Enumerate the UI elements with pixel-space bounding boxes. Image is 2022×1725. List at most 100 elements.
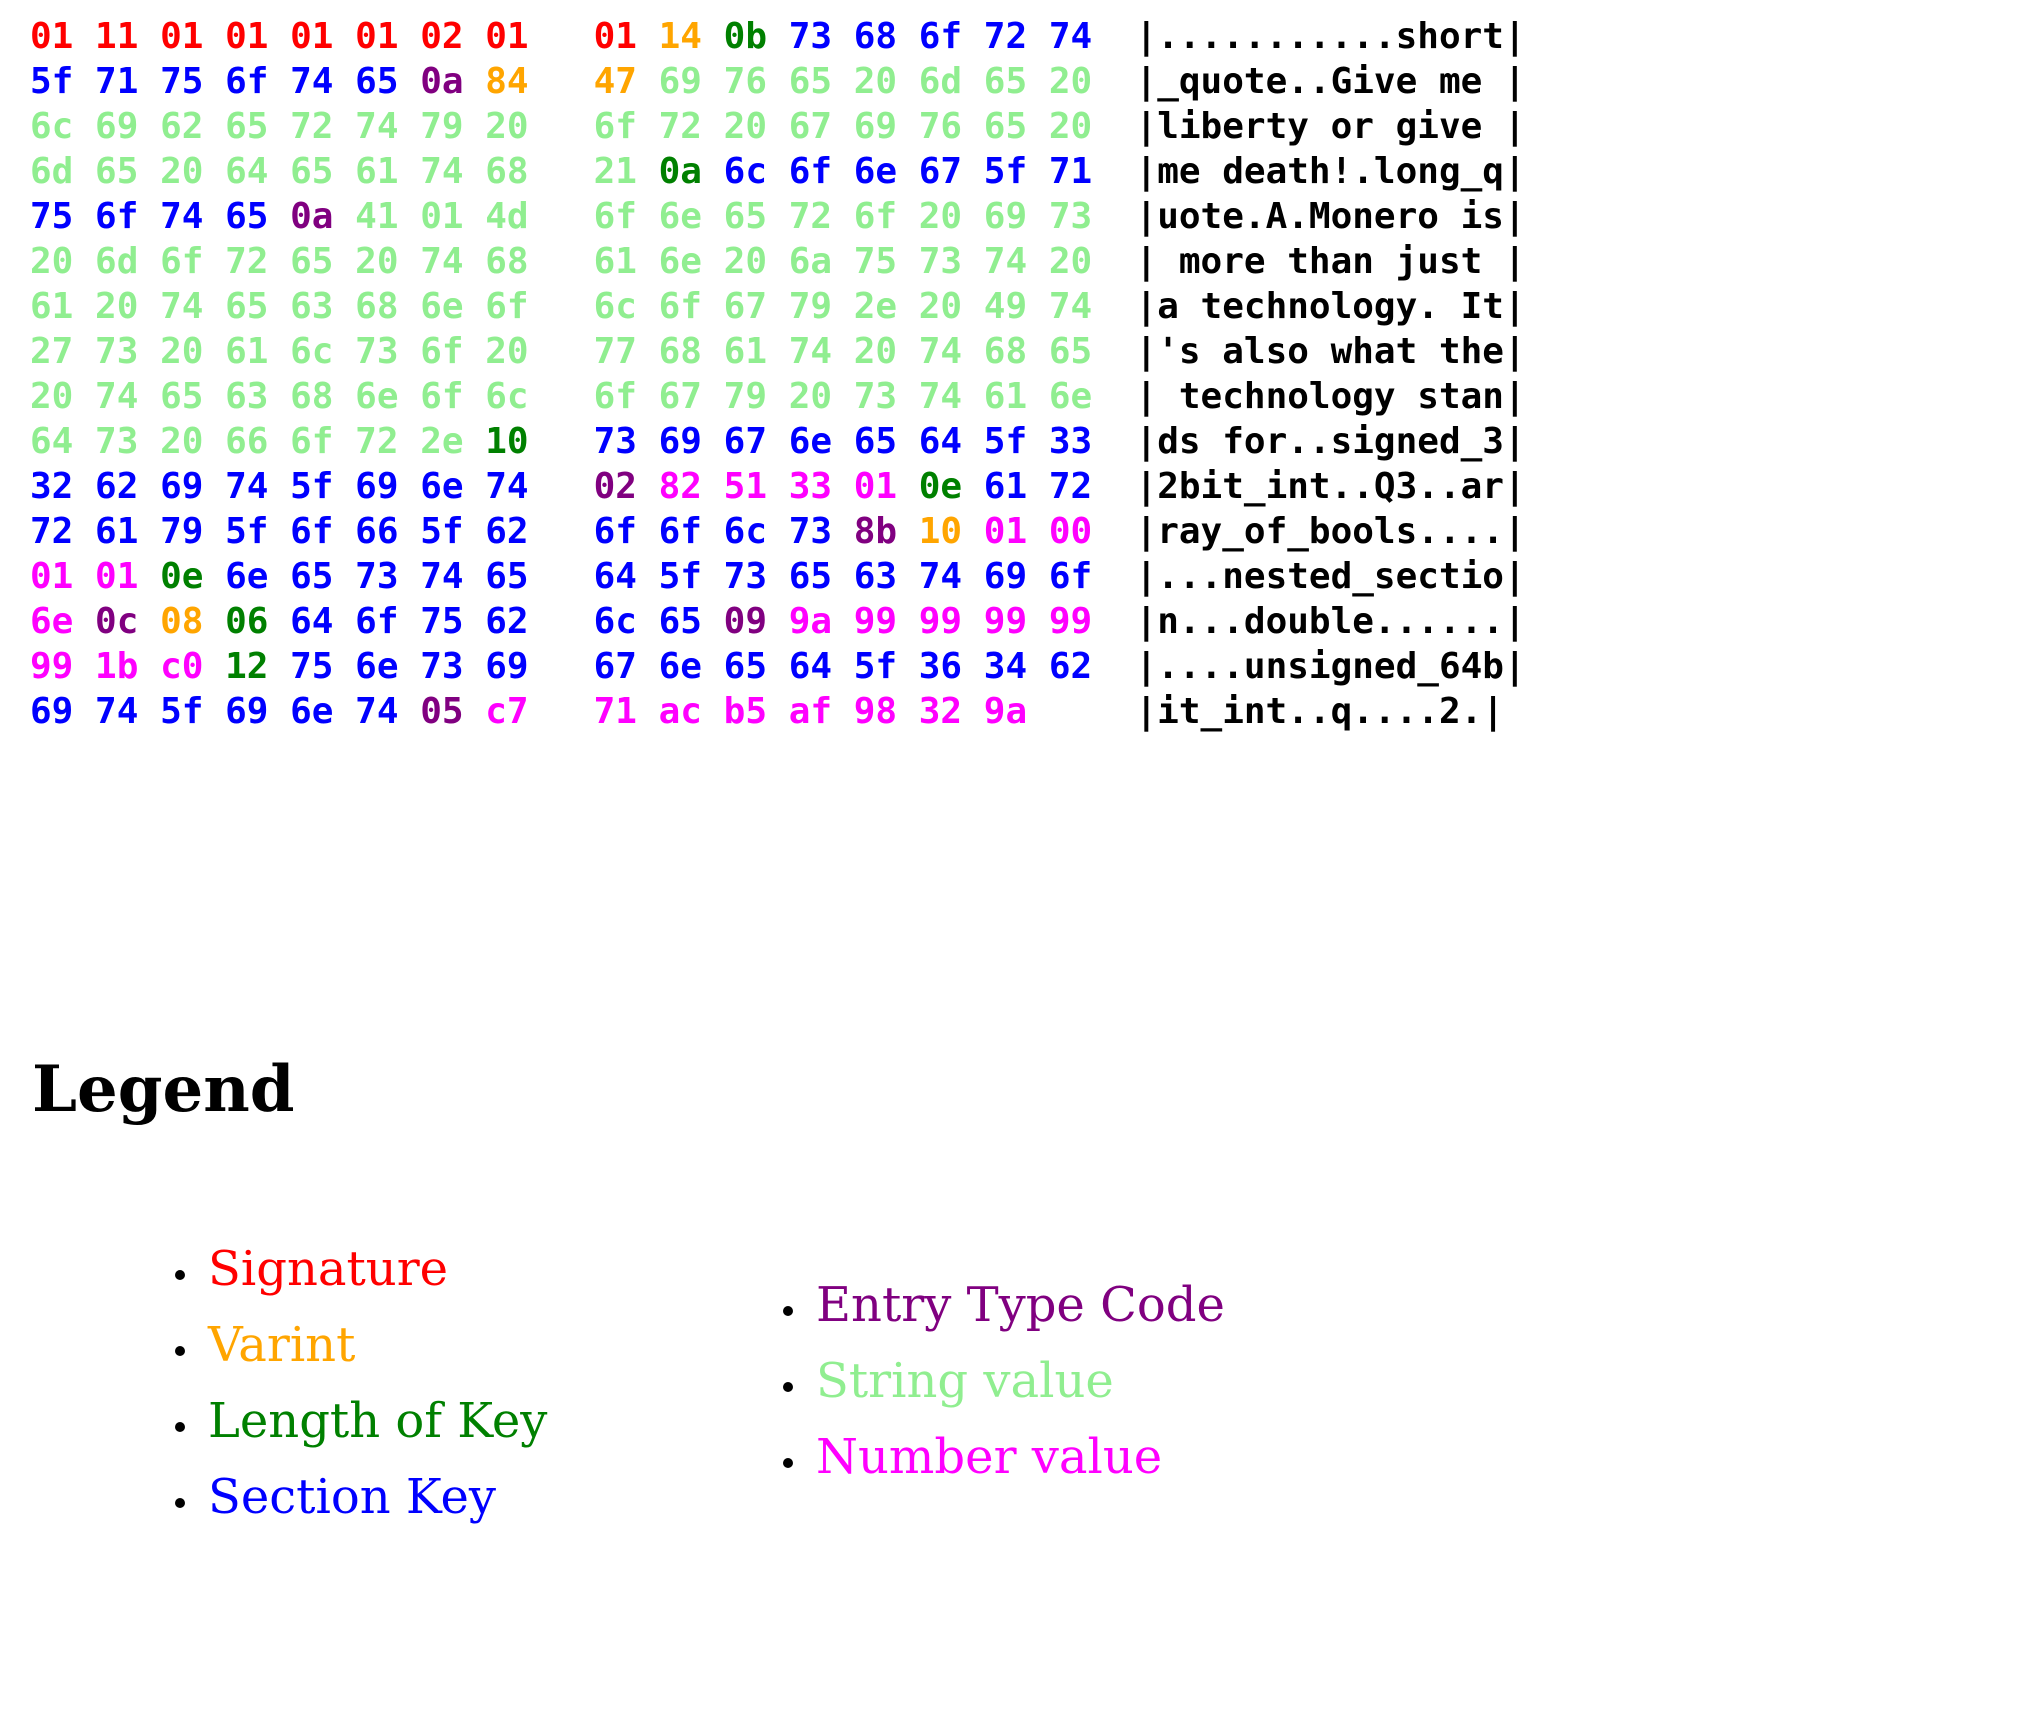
ascii-text: |a technology. It| xyxy=(1092,286,1526,327)
hex-byte: c7 xyxy=(485,691,594,732)
hex-byte: 74 xyxy=(225,466,291,507)
hex-byte: 74 xyxy=(355,106,421,147)
hex-byte: 61 xyxy=(30,286,96,327)
legend-item-length-of-key: Length of Key xyxy=(202,1383,764,1459)
hex-byte: 20 xyxy=(160,331,226,372)
hex-byte: 65 xyxy=(95,151,161,192)
hex-byte: 67 xyxy=(918,151,984,192)
hex-byte: 75 xyxy=(853,241,919,282)
hex-byte: 72 xyxy=(658,106,724,147)
ascii-text: | technology stan| xyxy=(1092,376,1526,417)
hex-byte: 74 xyxy=(420,151,486,192)
hex-byte: 5f xyxy=(983,421,1049,462)
ascii-text: |...........short| xyxy=(1092,16,1526,57)
hex-byte: 71 xyxy=(593,691,659,732)
hex-byte: 5f xyxy=(290,466,356,507)
hex-byte: 01 xyxy=(30,556,96,597)
hex-byte: 32 xyxy=(30,466,96,507)
hex-byte: 6e xyxy=(853,151,919,192)
hex-byte: af xyxy=(788,691,854,732)
hex-byte: 20 xyxy=(853,61,919,102)
hex-byte: 99 xyxy=(853,601,919,642)
hex-byte: 0e xyxy=(918,466,984,507)
hex-byte: 6e xyxy=(658,646,724,687)
hex-byte: 76 xyxy=(918,106,984,147)
hex-byte: 01 xyxy=(420,196,486,237)
hex-byte: 74 xyxy=(918,376,984,417)
hex-byte: 20 xyxy=(160,421,226,462)
hex-row: 32 62 69 74 5f 69 6e 74 02 82 51 33 01 0… xyxy=(30,464,2022,509)
hex-byte: 61 xyxy=(355,151,421,192)
hex-byte: 68 xyxy=(485,151,594,192)
hex-byte: 69 xyxy=(983,556,1049,597)
hex-byte: 61 xyxy=(983,376,1049,417)
hex-byte: 65 xyxy=(788,61,854,102)
hex-byte: 5f xyxy=(983,151,1049,192)
legend-column-right: Entry Type CodeString valueNumber value xyxy=(766,1267,1225,1535)
hex-byte: 36 xyxy=(918,646,984,687)
hex-byte: 20 xyxy=(355,241,421,282)
hex-byte: 20 xyxy=(1048,106,1093,147)
hex-byte: 20 xyxy=(1048,241,1093,282)
legend-item-entry-type-code: Entry Type Code xyxy=(810,1267,1225,1343)
hex-byte: 69 xyxy=(30,691,96,732)
ascii-text: |2bit_int..Q3..ar| xyxy=(1092,466,1526,507)
hex-dump: 01 11 01 01 01 01 02 01 01 14 0b 73 68 6… xyxy=(0,0,2022,734)
hex-byte: 01 xyxy=(160,16,226,57)
hex-byte: ac xyxy=(658,691,724,732)
hex-byte: 73 xyxy=(788,16,854,57)
hex-byte: c0 xyxy=(160,646,226,687)
hex-byte: 6c xyxy=(485,376,594,417)
hex-byte: 65 xyxy=(983,61,1049,102)
hex-byte: 99 xyxy=(30,646,96,687)
hex-byte: 6f xyxy=(485,286,594,327)
hex-byte: 6e xyxy=(658,241,724,282)
hex-byte: 65 xyxy=(225,286,291,327)
hex-byte: 74 xyxy=(788,331,854,372)
hex-byte: 79 xyxy=(723,376,789,417)
hex-byte: 05 xyxy=(420,691,486,732)
hex-byte: 65 xyxy=(485,556,594,597)
hex-byte: 65 xyxy=(1048,331,1093,372)
hex-byte: 10 xyxy=(485,421,594,462)
hex-byte: 72 xyxy=(30,511,96,552)
hex-row: 01 11 01 01 01 01 02 01 01 14 0b 73 68 6… xyxy=(30,14,2022,59)
hex-byte: 2e xyxy=(853,286,919,327)
hex-byte: 20 xyxy=(30,376,96,417)
hex-byte: 9a xyxy=(788,601,854,642)
hex-byte: 20 xyxy=(723,106,789,147)
hex-byte: 72 xyxy=(290,106,356,147)
hex-byte: 6f xyxy=(593,376,659,417)
hex-byte: 76 xyxy=(723,61,789,102)
hex-byte: 68 xyxy=(355,286,421,327)
hex-byte: 6c xyxy=(593,601,659,642)
legend-item-string-value: String value xyxy=(810,1343,1225,1419)
hex-byte: 01 xyxy=(95,556,161,597)
hex-byte: 51 xyxy=(723,466,789,507)
hex-byte: 6e xyxy=(355,646,421,687)
hex-byte: 20 xyxy=(30,241,96,282)
hex-byte: 5f xyxy=(225,511,291,552)
hex-byte: 63 xyxy=(225,376,291,417)
ascii-text: |....unsigned_64b| xyxy=(1092,646,1526,687)
hex-byte: 11 xyxy=(95,16,161,57)
hex-row: 64 73 20 66 6f 72 2e 10 73 69 67 6e 65 6… xyxy=(30,419,2022,464)
legend-item-section-key: Section Key xyxy=(202,1459,764,1535)
hex-byte: 10 xyxy=(918,511,984,552)
hex-byte: 72 xyxy=(983,16,1049,57)
ascii-text: |it_int..q....2.| xyxy=(1027,691,1504,732)
hex-byte: 0a xyxy=(290,196,356,237)
hex-byte: 65 xyxy=(658,601,724,642)
hex-byte: 14 xyxy=(658,16,724,57)
hex-byte: 32 xyxy=(918,691,984,732)
hex-byte: 41 xyxy=(355,196,421,237)
hex-byte: 71 xyxy=(1048,151,1093,192)
hex-byte: 09 xyxy=(723,601,789,642)
hex-byte: 9a xyxy=(983,691,1028,732)
hex-byte: 6d xyxy=(95,241,161,282)
hex-byte: 49 xyxy=(983,286,1049,327)
hex-byte: 08 xyxy=(160,601,226,642)
hex-byte: 64 xyxy=(290,601,356,642)
hex-byte: 6c xyxy=(593,286,659,327)
hex-byte: 0a xyxy=(420,61,486,102)
